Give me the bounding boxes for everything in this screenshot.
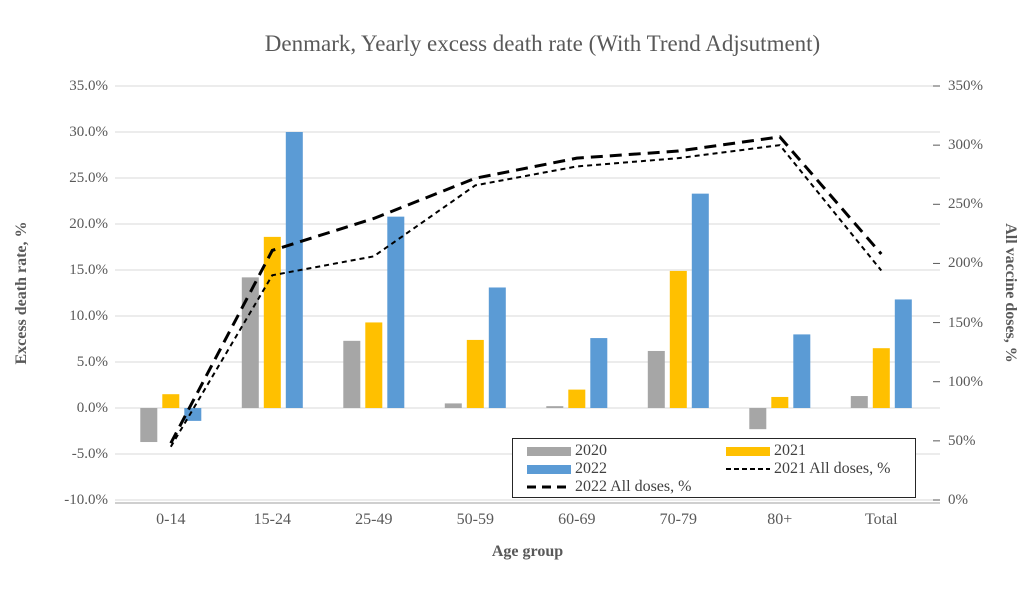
bar-2020 (749, 408, 767, 430)
left-axis-title: Excess death rate, % (13, 221, 30, 365)
legend-swatch-bar (527, 441, 571, 461)
bar-2022 (184, 408, 202, 421)
bar-2022 (387, 216, 405, 408)
y-axis-left-tick-label: -10.0% (64, 492, 108, 508)
bar-2020 (343, 340, 361, 408)
bar-2020 (444, 403, 462, 408)
y-axis-right-tick-label: 100% (948, 373, 983, 390)
x-axis-tick-label: 0-14 (156, 511, 186, 528)
legend-label: 2022 (575, 460, 607, 477)
y-axis-right-tick-label: 50% (948, 432, 976, 449)
right-axis-title: All vaccine doses, % (1002, 223, 1019, 363)
legend-label: 2020 (575, 442, 607, 459)
x-axis-tick-label: 60-69 (558, 511, 596, 528)
bar-2021 (263, 236, 281, 408)
bar-2021 (568, 389, 586, 408)
bar-2022 (285, 132, 303, 408)
bar-2021 (669, 270, 687, 408)
x-axis-tick-label: Total (864, 511, 898, 528)
y-axis-right-tick-label: 250% (948, 196, 983, 213)
bar-2022 (590, 338, 608, 408)
x-axis-title: Age group (491, 543, 564, 560)
y-axis-left-tick-label: 5.0% (76, 354, 108, 370)
y-axis-right-tick-label: 150% (948, 314, 983, 331)
x-axis-tick-label: 25-49 (355, 511, 393, 528)
x-axis-tick-label: 70-79 (659, 511, 697, 528)
y-axis-right-tick-label: 0% (948, 492, 968, 508)
y-axis-left-tick-label: 35.0% (69, 78, 108, 94)
legend-swatch-line-long (527, 477, 571, 497)
y-axis-left-tick-label: 0.0% (76, 400, 108, 416)
legend-label: 2022 All doses, % (575, 478, 692, 495)
bar-2021 (162, 394, 180, 408)
legend: 2020 2021 2022 2021 All doses, % 2022 All do… (512, 438, 916, 498)
y-axis-left-tick-label: 10.0% (69, 308, 108, 324)
bar-2022 (488, 287, 506, 408)
legend-label: 2021 All doses, % (774, 460, 891, 477)
chart-title: Denmark, Yearly excess death rate (With … (264, 31, 821, 56)
x-axis-tick-label: 50-59 (456, 511, 494, 528)
y-axis-left-tick-label: 30.0% (69, 124, 108, 140)
line-2022-all-doses- (169, 135, 883, 444)
bar-2022 (793, 334, 811, 408)
y-axis-left-tick-label: 15.0% (69, 262, 108, 278)
x-axis-tick-label: 80+ (767, 511, 793, 528)
y-axis-right-tick-label: 350% (948, 78, 983, 94)
y-axis-right-tick-label: 300% (948, 137, 983, 154)
bar-2020 (850, 396, 868, 408)
bar-2021 (872, 348, 890, 408)
bar-2020 (140, 408, 158, 443)
legend-swatch-bar (726, 441, 770, 461)
bar-2022 (691, 193, 709, 408)
legend-label: 2021 (774, 442, 806, 459)
legend-swatch-bar (527, 459, 571, 479)
y-axis-left-tick-label: 20.0% (69, 216, 108, 232)
y-axis-right-tick-label: 200% (948, 255, 983, 272)
bar-2021 (466, 339, 484, 408)
legend-swatch-line-fine (726, 459, 770, 479)
bar-2020 (241, 277, 259, 408)
line-2021-all-doses- (169, 144, 883, 448)
bar-2021 (365, 322, 383, 408)
y-axis-left-tick-label: -5.0% (71, 446, 108, 462)
x-axis-tick-label: 15-24 (253, 511, 291, 528)
bar-2022 (894, 299, 912, 408)
bar-2020 (546, 406, 564, 408)
y-axis-left-tick-label: 25.0% (69, 170, 108, 186)
bar-2021 (771, 396, 789, 408)
bar-2020 (647, 350, 665, 408)
